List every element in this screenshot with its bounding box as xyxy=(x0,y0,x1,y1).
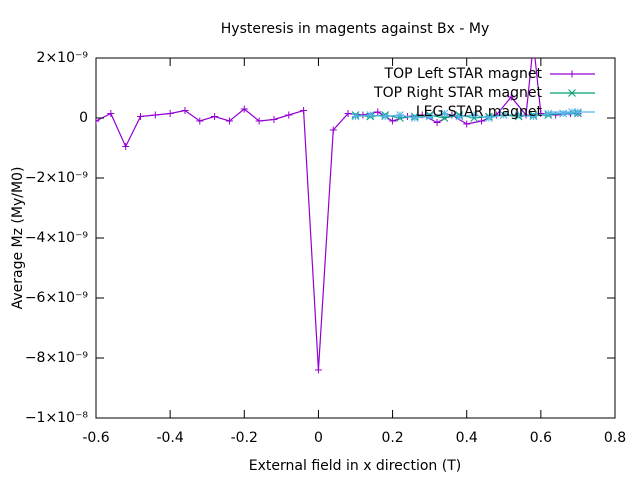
point xyxy=(122,143,130,150)
x-tick-label: -0.2 xyxy=(231,430,258,446)
point xyxy=(530,40,537,47)
point xyxy=(568,70,576,78)
point xyxy=(136,113,144,120)
point xyxy=(181,107,189,114)
point xyxy=(470,111,478,119)
point xyxy=(255,117,263,125)
point xyxy=(544,109,553,118)
y-tick-label: −8×10⁻⁹ xyxy=(25,350,89,366)
point xyxy=(381,112,390,121)
point xyxy=(96,117,100,125)
y-tick-label: −6×10⁻⁹ xyxy=(25,290,89,306)
x-tick-label: 0.2 xyxy=(381,430,403,446)
point xyxy=(559,109,567,118)
x-tick-label: 0.6 xyxy=(530,430,552,446)
point xyxy=(478,117,486,125)
point xyxy=(225,117,233,125)
point xyxy=(499,111,508,119)
point xyxy=(537,110,545,117)
point xyxy=(351,112,360,121)
point xyxy=(568,89,576,97)
point xyxy=(568,108,576,116)
x-tick-label: -0.4 xyxy=(156,430,183,446)
point xyxy=(166,110,174,117)
point xyxy=(240,105,248,113)
point xyxy=(344,110,352,117)
x-tick-label: 0.8 xyxy=(604,430,626,446)
y-axis-label: Average Mz (My/M0) xyxy=(10,167,26,310)
y-tick-label: −2×10⁻⁹ xyxy=(25,170,89,186)
point xyxy=(211,113,219,120)
legend-label: TOP Right STAR magnet xyxy=(373,85,542,101)
x-tick-label: 0.4 xyxy=(456,430,478,446)
y-tick-label: 2×10⁻⁹ xyxy=(37,50,89,66)
point xyxy=(196,117,204,125)
point xyxy=(396,111,404,119)
point xyxy=(285,111,293,119)
point xyxy=(366,111,375,119)
point xyxy=(389,117,397,125)
point xyxy=(314,366,322,374)
point xyxy=(463,120,471,128)
x-axis-label: External field in x direction (T) xyxy=(249,458,461,474)
point xyxy=(425,112,434,121)
legend-label: LEG STAR magnet xyxy=(416,104,543,120)
y-tick-label: −1×10⁻⁸ xyxy=(25,410,89,426)
chart-title: Hysteresis in magents against Bx - My xyxy=(221,21,489,37)
point xyxy=(107,110,115,117)
point xyxy=(514,111,523,119)
point xyxy=(329,126,337,134)
y-tick-label: −4×10⁻⁹ xyxy=(25,230,89,246)
legend-label: TOP Left STAR magnet xyxy=(384,66,543,82)
point xyxy=(485,114,493,122)
point xyxy=(300,107,308,114)
point xyxy=(151,111,159,119)
point xyxy=(270,116,278,123)
point xyxy=(529,112,538,121)
point xyxy=(374,108,382,116)
point xyxy=(455,112,464,121)
series-line xyxy=(355,111,578,119)
point xyxy=(410,114,419,122)
point xyxy=(507,93,515,101)
y-tick-label: 0 xyxy=(79,110,88,126)
point xyxy=(433,119,441,126)
x-tick-label: 0 xyxy=(314,430,323,446)
x-tick-label: -0.6 xyxy=(82,430,109,446)
point xyxy=(440,109,449,118)
